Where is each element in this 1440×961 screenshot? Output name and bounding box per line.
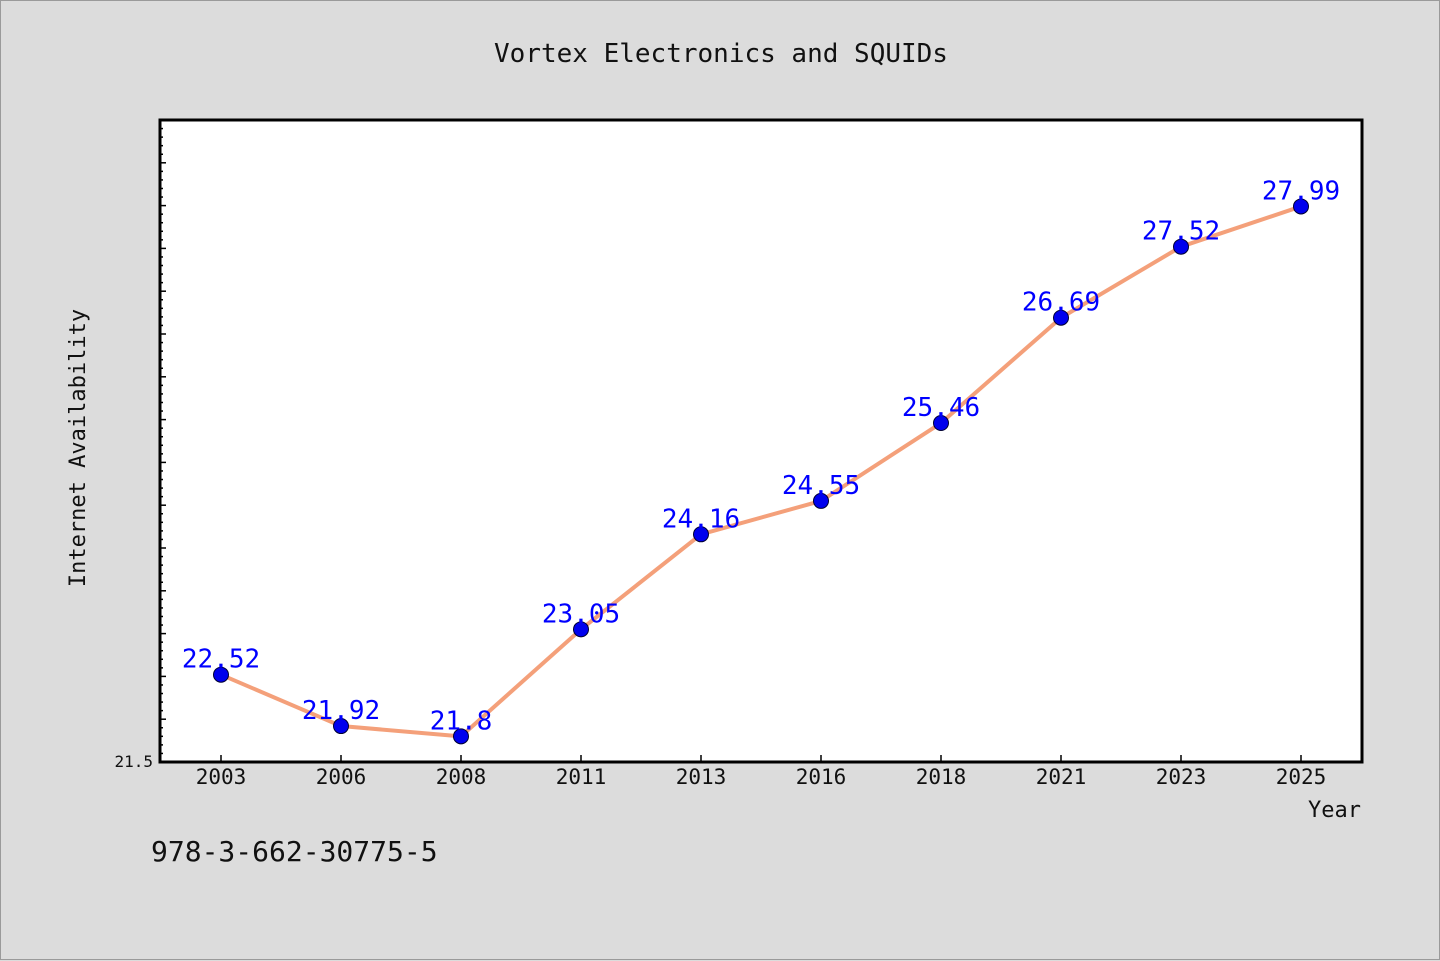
plot-area [158,118,1364,764]
x-tick-label: 2013 [676,765,727,789]
isbn-text: 978-3-662-30775-5 [151,835,438,868]
series-line-group [219,204,1303,739]
data-point [933,415,949,432]
x-tick-label: 2011 [556,765,607,789]
data-point [1053,309,1069,326]
x-tick-label: 2018 [916,765,967,789]
y-axis-ticks [160,127,166,755]
x-tick-label: 2023 [1156,765,1207,789]
data-point [573,621,589,638]
data-label: 24.16 [662,504,740,534]
data-label: 25.46 [902,393,980,423]
data-point [453,728,469,745]
data-labels: 22.52 21.92 21.8 23.05 24.16 24.55 25.46 26.69 2… [182,176,1340,736]
data-label: 21.8 [430,706,493,736]
data-label: 23.05 [542,599,620,629]
series-line [219,204,1303,739]
x-tick-label: 2003 [196,765,247,789]
x-tick-label: 2021 [1036,765,1087,789]
x-tick-label: 2025 [1276,765,1327,789]
x-tick-label: 2016 [796,765,847,789]
data-label: 24.55 [782,471,860,501]
x-tick-label: 2008 [436,765,487,789]
data-label: 27.52 [1142,217,1220,247]
y-axis-min-label: 21.5 [114,752,153,771]
x-axis-ticks: 2003 2006 2008 2011 2013 2016 2018 2021 2023 2025 [196,755,1327,789]
data-label: 22.52 [182,645,260,675]
data-point [813,492,829,509]
data-point [1293,198,1309,215]
data-label: 27.99 [1262,176,1340,206]
data-point [693,526,709,543]
chart-title: Vortex Electronics and SQUIDs [494,39,948,69]
data-point [213,666,229,683]
data-markers [213,198,1309,745]
data-label: 21.92 [302,696,380,726]
data-point [1173,238,1189,255]
data-point [333,718,349,735]
data-label: 26.69 [1022,288,1100,318]
x-axis-label: Year [1308,798,1361,823]
x-tick-label: 2006 [316,765,367,789]
y-axis-label: Internet Availability [66,309,91,587]
